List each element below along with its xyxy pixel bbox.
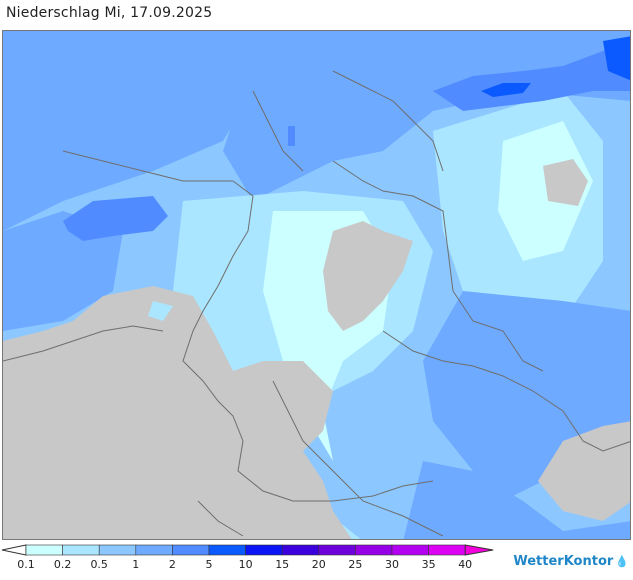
- no-data-west: [3, 286, 352, 539]
- legend-label: 15: [275, 558, 289, 571]
- precipitation-map: [2, 30, 631, 540]
- no-data-small-west: [148, 301, 173, 321]
- page-title: Niederschlag Mi, 17.09.2025: [6, 5, 213, 21]
- precip-south-blue: [403, 461, 630, 539]
- legend-label: 1: [132, 558, 139, 571]
- legend-swatch: [245, 544, 283, 556]
- legend-swatch: [62, 544, 100, 556]
- legend-label: 35: [422, 558, 436, 571]
- precip-east-center: [498, 121, 593, 261]
- legend-swatch: [391, 544, 429, 556]
- legend-swatch: [98, 544, 137, 556]
- legend-label: 30: [385, 558, 399, 571]
- legend-arrow-left: [1, 544, 27, 556]
- legend-swatch: [318, 544, 356, 556]
- legend-label: 0.2: [54, 558, 72, 571]
- legend-swatch: [428, 544, 466, 556]
- legend-label: 5: [206, 558, 213, 571]
- no-data-southeast: [538, 421, 630, 521]
- no-data-central: [323, 221, 413, 331]
- legend-label: 40: [458, 558, 472, 571]
- legend-swatch: [208, 544, 246, 556]
- brand-logo: WetterKontor 💧: [513, 554, 629, 569]
- legend-label: 25: [348, 558, 362, 571]
- precip-west-dark: [3, 211, 123, 331]
- no-data-northeast: [543, 159, 588, 206]
- country-borders: [3, 70, 630, 537]
- legend-label: 0.5: [90, 558, 108, 571]
- legend-swatch: [281, 544, 320, 556]
- precip-darkest-northeast: [481, 83, 531, 97]
- legend-label: 20: [312, 558, 326, 571]
- legend-swatch: [135, 544, 173, 556]
- precip-dark-coast: [288, 126, 295, 146]
- legend-swatch: [172, 544, 210, 556]
- precip-dark-northeast: [433, 37, 630, 111]
- legend-swatch: [25, 544, 63, 556]
- precip-southeast-blue: [423, 291, 630, 501]
- legend-label: 2: [169, 558, 176, 571]
- raindrop-icon: 💧: [615, 555, 629, 568]
- precip-dark-west: [63, 196, 168, 241]
- legend-label: 0.1: [17, 558, 35, 571]
- precip-dark-ne-corner: [603, 36, 630, 81]
- precip-legend: 0.1 0.2 0.5 1 2 5 10 15 20 25 30 35 40: [0, 543, 500, 577]
- legend-label: 10: [239, 558, 253, 571]
- legend-swatch: [355, 544, 393, 556]
- legend-arrow-right: [464, 544, 494, 556]
- precip-northwest: [3, 31, 263, 231]
- brand-name: WetterKontor: [513, 554, 614, 569]
